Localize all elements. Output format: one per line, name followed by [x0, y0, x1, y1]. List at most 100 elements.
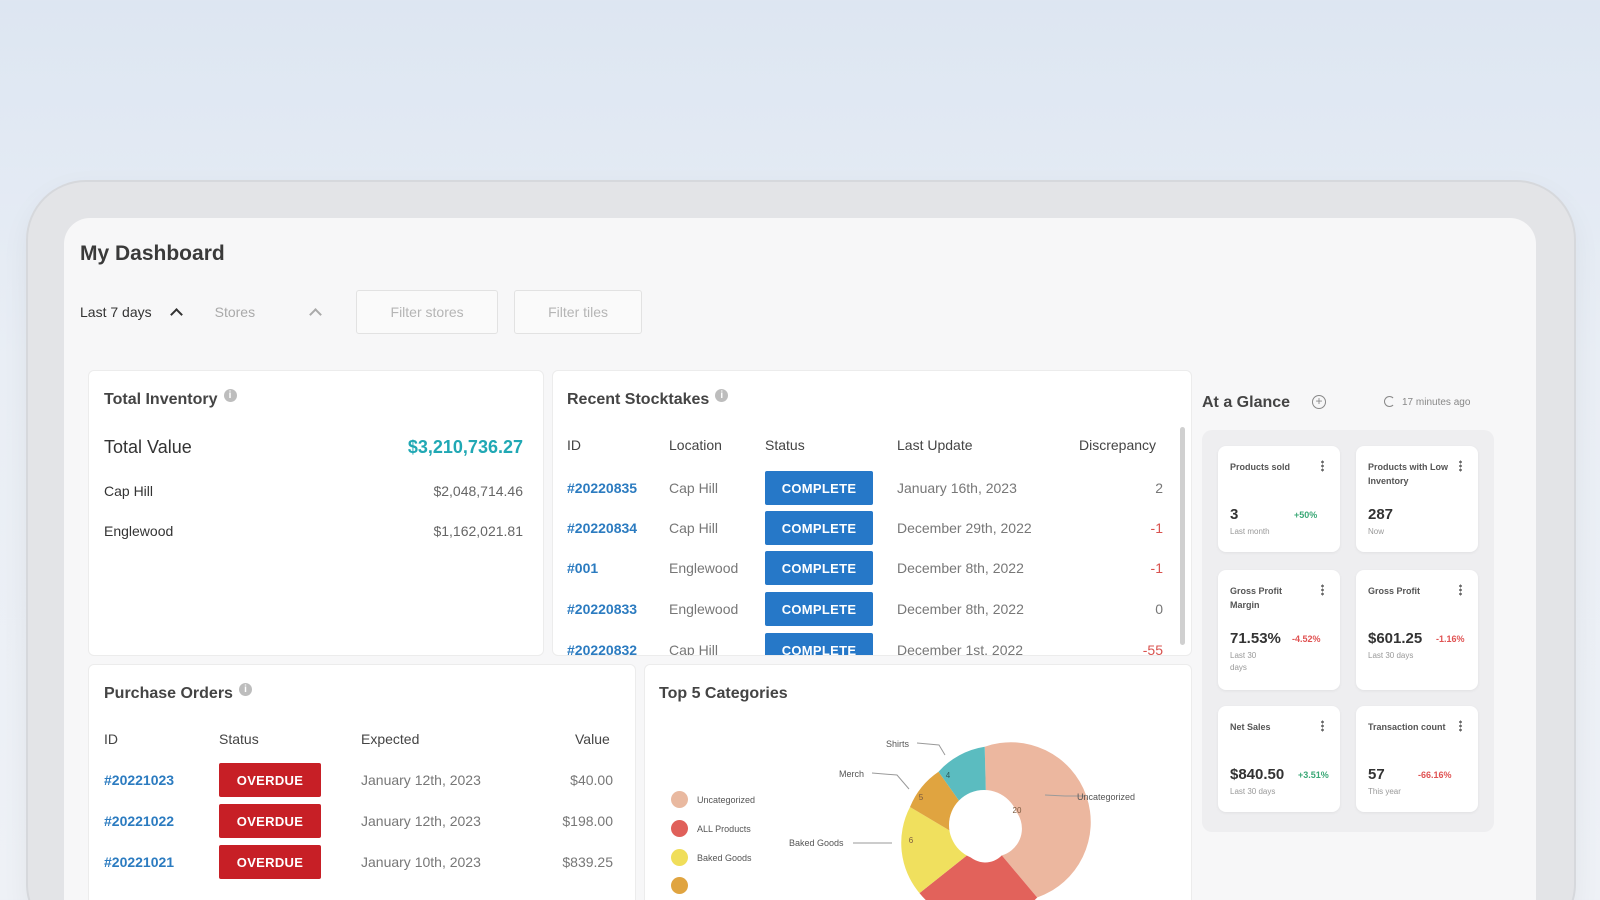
po-id-link[interactable]: #20221023: [104, 772, 175, 788]
at-a-glance-header: At a Glance + 17 minutes ago: [1202, 392, 1484, 416]
stocktake-location: Cap Hill: [669, 480, 719, 496]
glance-tile[interactable]: Products sold 3 +50% Last month: [1218, 446, 1340, 552]
info-icon[interactable]: i: [238, 682, 252, 696]
card-title: Recent Stocktakes i: [567, 388, 729, 409]
at-a-glance-title: At a Glance: [1202, 394, 1291, 411]
table-row[interactable]: #20220833 Englewood COMPLETE December 8t…: [553, 592, 1191, 626]
more-options-icon[interactable]: [1459, 460, 1462, 472]
last-updated-text: 17 minutes ago: [1402, 397, 1471, 408]
more-options-icon[interactable]: [1321, 720, 1324, 732]
segment-value-shirts: 4: [946, 771, 951, 780]
tile-change: +3.51%: [1298, 770, 1329, 780]
status-badge: COMPLETE: [765, 551, 873, 585]
donut-segment-baked-goods: [901, 807, 968, 894]
stocktake-last-update: December 8th, 2022: [897, 601, 1024, 617]
tile-label: Gross Profit Margin: [1230, 586, 1283, 610]
table-row[interactable]: #20220835 Cap Hill COMPLETE January 16th…: [553, 471, 1191, 505]
filter-stores-input[interactable]: Filter stores: [356, 290, 499, 334]
column-header-value: Value: [575, 731, 610, 747]
glance-tile[interactable]: Transaction count 57 -66.16% This year: [1356, 706, 1478, 812]
column-header-id: ID: [567, 437, 581, 453]
tile-subtext: This year: [1368, 787, 1401, 796]
column-header-location: Location: [669, 437, 722, 453]
purchase-orders-card: Purchase Orders i ID Status Expected Val…: [88, 664, 636, 900]
callout-line-shirts: [916, 742, 946, 756]
glance-tile[interactable]: Gross Profit Margin 71.53% -4.52% Last 3…: [1218, 570, 1340, 690]
legend-item[interactable]: [671, 877, 697, 894]
callout-lines: [853, 742, 1085, 844]
total-value-row: Total Value $3,210,736.27: [104, 437, 523, 458]
legend-item[interactable]: ALL Products: [671, 820, 751, 837]
table-row[interactable]: #20220832 Cap Hill COMPLETE December 1st…: [553, 633, 1191, 656]
stocktake-id-link[interactable]: #001: [567, 560, 599, 576]
callout-label-uncategorized: Uncategorized: [1077, 792, 1135, 802]
po-value: $40.00: [570, 772, 613, 788]
stocktake-id-link[interactable]: #20220835: [567, 480, 638, 496]
po-id-link[interactable]: #20221022: [104, 813, 175, 829]
tile-value: 3: [1230, 506, 1239, 523]
glance-tile[interactable]: Net Sales $840.50 +3.51% Last 30 days: [1218, 706, 1340, 812]
column-header-status: Status: [765, 437, 805, 453]
tile-value: 287: [1368, 506, 1394, 523]
stores-dropdown[interactable]: Stores: [215, 304, 322, 321]
tile-subtext: Last 30 days: [1230, 651, 1257, 672]
status-badge: COMPLETE: [765, 633, 873, 655]
stocktake-id-link[interactable]: #20220834: [567, 520, 638, 536]
tile-value: 71.53%: [1230, 630, 1281, 647]
legend-label: ALL Products: [697, 823, 751, 834]
legend-swatch: [671, 877, 688, 894]
column-header-id: ID: [104, 731, 118, 747]
table-row[interactable]: #20221022 OVERDUE January 12th, 2023 $19…: [89, 804, 635, 838]
glance-tile[interactable]: Products with Low Inventory 287 Now: [1356, 446, 1478, 552]
info-icon[interactable]: i: [223, 388, 237, 402]
table-row[interactable]: #20221021 OVERDUE January 10th, 2023 $83…: [89, 845, 635, 879]
tile-subtext: Now: [1368, 527, 1385, 536]
table-row[interactable]: #20221023 OVERDUE January 12th, 2023 $40…: [89, 763, 635, 797]
segment-value-baked-goods: 6: [909, 836, 914, 845]
add-tile-icon[interactable]: +: [1312, 395, 1326, 409]
store-name: Cap Hill: [104, 483, 154, 499]
callout-label-merch: Merch: [839, 769, 864, 779]
segment-value-uncategorized: 20: [1013, 806, 1022, 815]
table-row[interactable]: #20220834 Cap Hill COMPLETE December 29t…: [553, 511, 1191, 545]
more-options-icon[interactable]: [1459, 720, 1462, 732]
chevron-up-icon: [169, 308, 183, 321]
callout-label-baked-goods: Baked Goods: [789, 838, 844, 848]
stocktake-discrepancy: -1: [1150, 560, 1163, 576]
po-id-link[interactable]: #20221021: [104, 854, 175, 870]
stocktake-location: Englewood: [669, 560, 739, 576]
date-range-dropdown[interactable]: Last 7 days: [80, 304, 183, 321]
column-header-status: Status: [219, 731, 259, 747]
tile-label: Net Sales: [1230, 722, 1271, 732]
tile-value: $840.50: [1230, 766, 1285, 783]
table-scrollbar[interactable]: [1180, 427, 1185, 645]
callout-line-merch: [871, 772, 910, 790]
more-options-icon[interactable]: [1459, 584, 1462, 596]
date-range-label: Last 7 days: [80, 304, 152, 320]
at-a-glance-panel: Products sold 3 +50% Last month Products…: [1202, 430, 1494, 832]
filter-tiles-input[interactable]: Filter tiles: [514, 290, 643, 334]
inventory-store-row: Cap Hill $2,048,714.46: [104, 483, 523, 499]
stocktake-id-link[interactable]: #20220832: [567, 642, 638, 656]
table-row[interactable]: #001 Englewood COMPLETE December 8th, 20…: [553, 551, 1191, 585]
info-icon[interactable]: i: [715, 388, 729, 402]
status-badge: COMPLETE: [765, 511, 873, 545]
tile-change: +50%: [1294, 510, 1318, 520]
more-options-icon[interactable]: [1321, 460, 1324, 472]
po-value: $198.00: [562, 813, 613, 829]
more-options-icon[interactable]: [1321, 584, 1324, 596]
tile-label: Products with Low Inventory: [1368, 462, 1448, 486]
legend-item[interactable]: Baked Goods: [671, 849, 752, 866]
donut-segments[interactable]: [901, 742, 1091, 900]
legend-label: Baked Goods: [697, 852, 752, 863]
stocktake-id-link[interactable]: #20220833: [567, 601, 638, 617]
callout-label-shirts: Shirts: [886, 739, 910, 749]
total-inventory-title: Total Inventory: [104, 391, 218, 408]
status-badge: OVERDUE: [219, 845, 321, 879]
legend-item[interactable]: Uncategorized: [671, 791, 755, 808]
glance-tile[interactable]: Gross Profit $601.25 -1.16% Last 30 days: [1356, 570, 1478, 690]
refresh-icon[interactable]: [1384, 396, 1395, 407]
top-categories-title: Top 5 Categories: [659, 685, 788, 702]
callout-line-uncategorized: [1044, 794, 1085, 797]
donut-segment-uncategorized: [984, 742, 1091, 898]
